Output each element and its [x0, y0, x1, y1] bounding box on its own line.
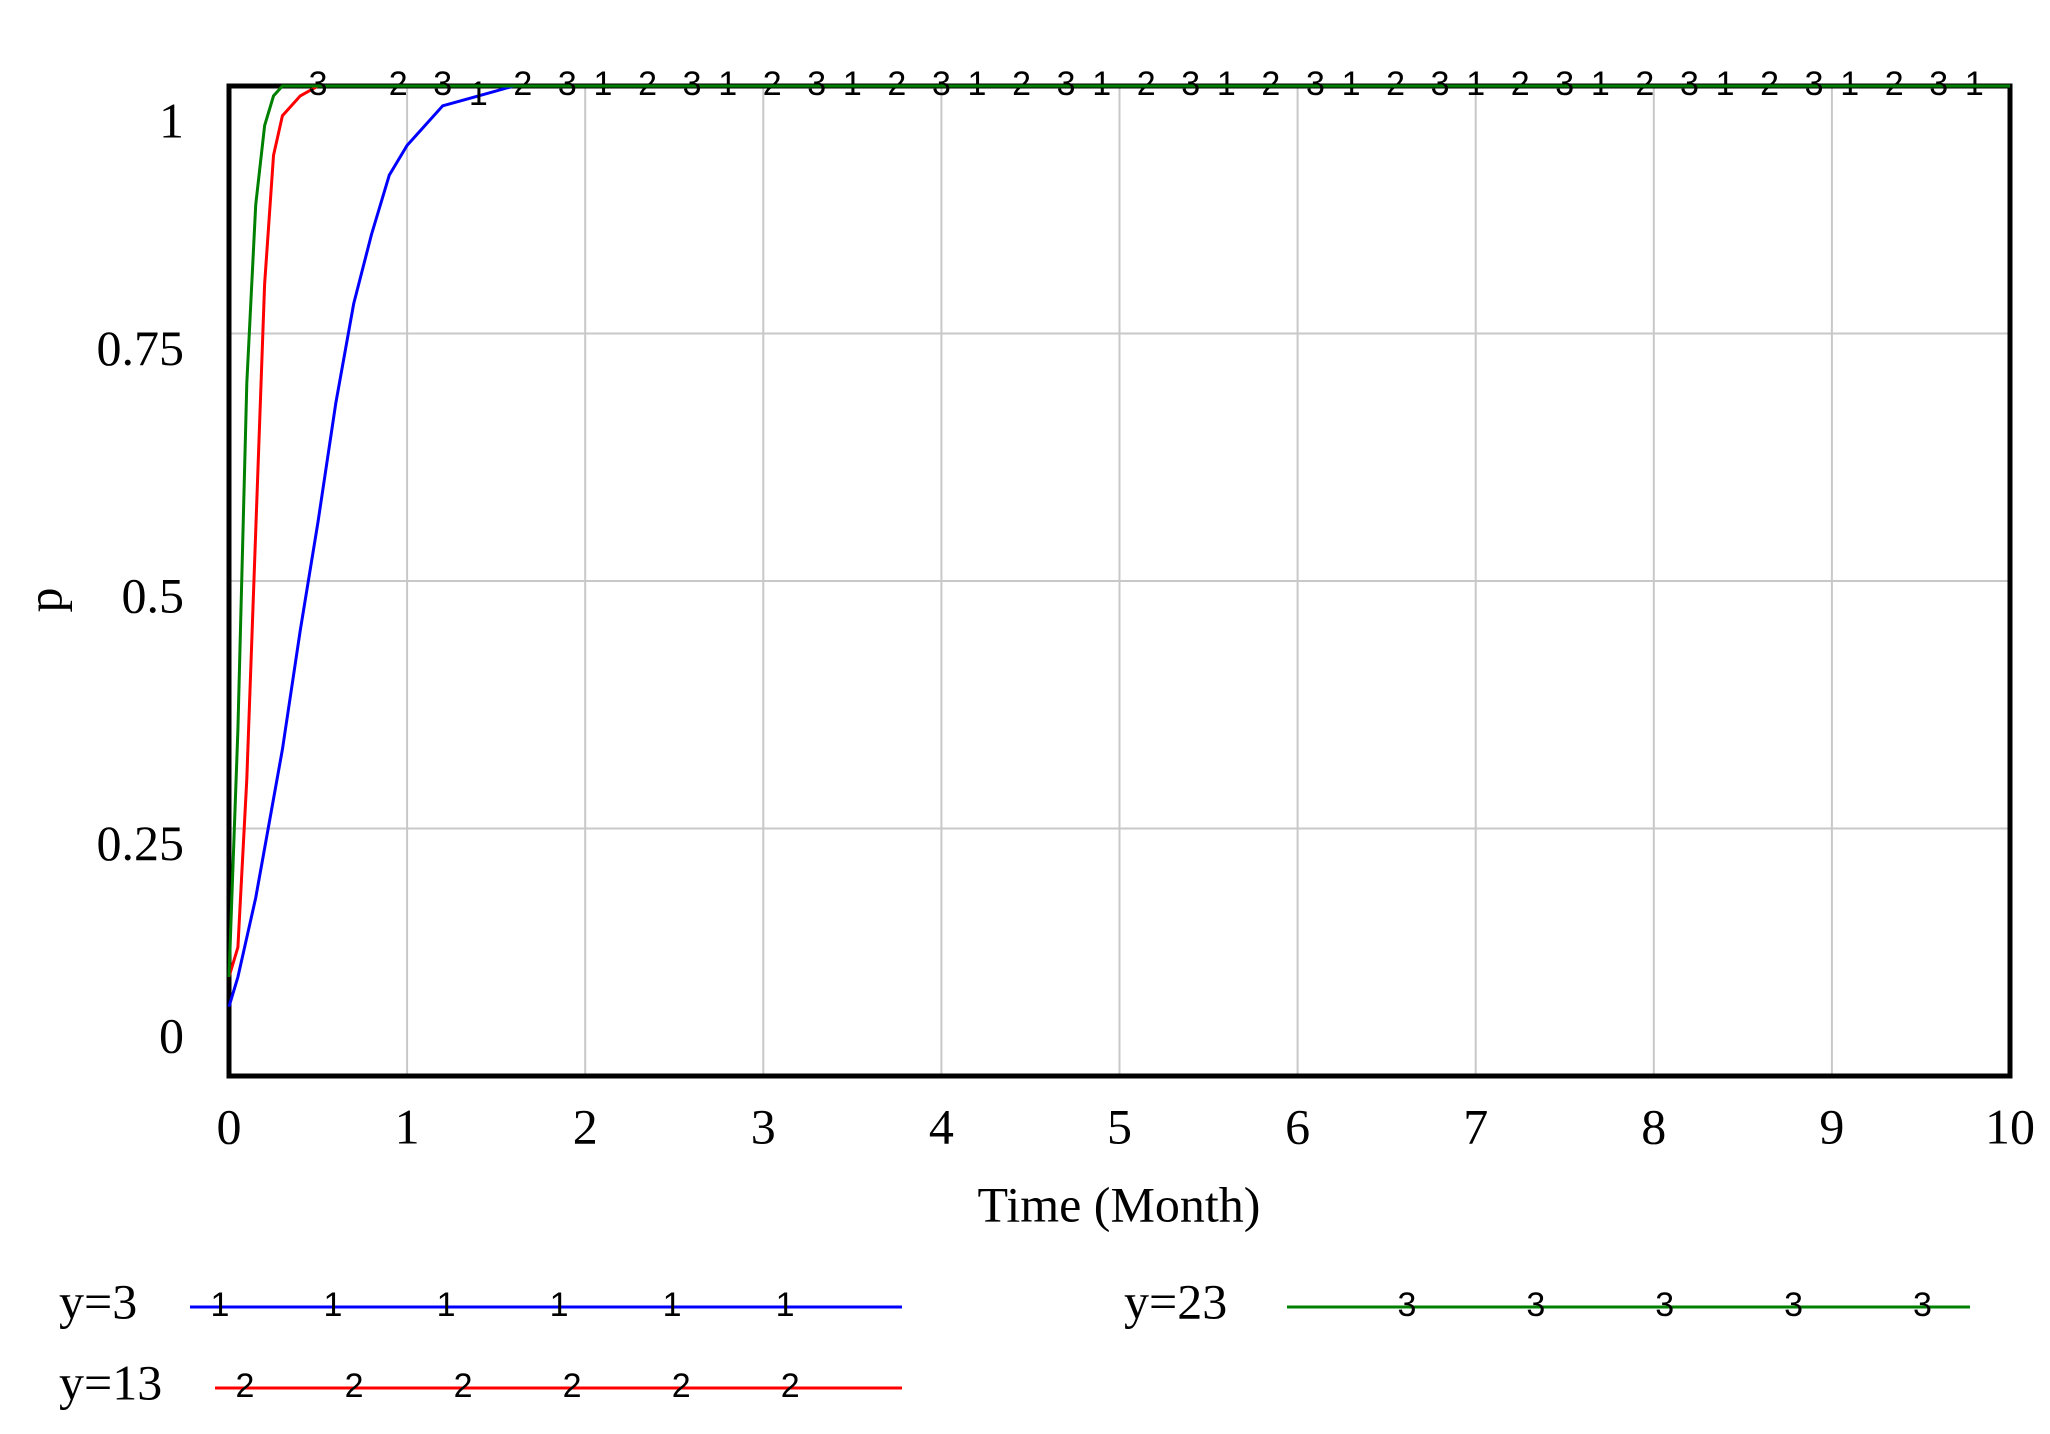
series-marker: 2 [1137, 65, 1156, 103]
series-marker: 1 [469, 75, 488, 113]
legend-marker: 3 [1655, 1286, 1674, 1324]
series-marker: 3 [433, 65, 452, 103]
series-marker: 2 [513, 65, 532, 103]
legend-marker: 2 [563, 1367, 582, 1405]
series-marker: 1 [1342, 65, 1361, 103]
x-tick-label: 1 [395, 1098, 420, 1154]
series-marker: 2 [638, 65, 657, 103]
series-marker: 3 [309, 65, 328, 103]
series-marker: 1 [843, 65, 862, 103]
y-axis-label: p [16, 588, 72, 613]
series-marker: 1 [1965, 65, 1984, 103]
x-tick-label: 6 [1285, 1098, 1310, 1154]
legend-marker: 1 [437, 1286, 456, 1324]
series-marker: 2 [1012, 65, 1031, 103]
legend-marker: 1 [324, 1286, 343, 1324]
series-marker: 1 [1716, 65, 1735, 103]
series-marker: 3 [558, 65, 577, 103]
x-axis-label: Time (Month) [978, 1176, 1261, 1232]
series-marker: 1 [1466, 65, 1485, 103]
x-tick-label: 10 [1985, 1098, 2035, 1154]
series-marker: 2 [1261, 65, 1280, 103]
x-tick-label: 7 [1463, 1098, 1488, 1154]
series-marker: 2 [389, 65, 408, 103]
series-marker: 1 [968, 65, 987, 103]
series-marker: 2 [1885, 65, 1904, 103]
legend-marker: 1 [776, 1286, 795, 1324]
legend-marker: 2 [781, 1367, 800, 1405]
series-marker: 1 [718, 65, 737, 103]
legend-marker: 3 [1913, 1286, 1932, 1324]
series-marker: 2 [887, 65, 906, 103]
series-line [227, 84, 2010, 978]
x-tick-label: 0 [217, 1098, 242, 1154]
series-marker: 2 [1511, 65, 1530, 103]
series-marker: 1 [594, 65, 613, 103]
legend-marker: 2 [454, 1367, 473, 1405]
legend-marker: 3 [1784, 1286, 1803, 1324]
x-tick-label: 2 [573, 1098, 598, 1154]
legend-marker: 1 [550, 1286, 569, 1324]
series-marker: 1 [1092, 65, 1111, 103]
series-marker: 3 [683, 65, 702, 103]
series-marker: 2 [1760, 65, 1779, 103]
legend-marker: 2 [236, 1367, 255, 1405]
x-tick-label: 5 [1107, 1098, 1132, 1154]
legend-marker: 2 [672, 1367, 691, 1405]
y-tick-label: 0.25 [97, 815, 185, 871]
series-marker: 3 [1306, 65, 1325, 103]
legend-marker: 3 [1526, 1286, 1545, 1324]
legend-label: y=13 [59, 1354, 162, 1410]
series-marker: 1 [1591, 65, 1610, 103]
series-marker: 3 [1555, 65, 1574, 103]
series-marker: 2 [1386, 65, 1405, 103]
series-marker: 3 [1431, 65, 1450, 103]
x-tick-label: 4 [929, 1098, 954, 1154]
y-tick-label: 0.5 [122, 567, 185, 623]
series-marker: 3 [1181, 65, 1200, 103]
series-marker: 3 [1680, 65, 1699, 103]
series-marker: 3 [932, 65, 951, 103]
legend-marker: 3 [1398, 1286, 1417, 1324]
legend-marker: 1 [663, 1286, 682, 1324]
series-marker: 1 [1217, 65, 1236, 103]
legend-marker: 1 [211, 1286, 230, 1324]
x-tick-label: 9 [1819, 1098, 1844, 1154]
series-marker: 1 [1840, 65, 1859, 103]
legend-marker: 2 [345, 1367, 364, 1405]
series-marker: 3 [807, 65, 826, 103]
y-tick-label: 1 [159, 92, 184, 148]
series-marker: 3 [1805, 65, 1824, 103]
y-tick-label: 0.75 [97, 320, 185, 376]
series-marker: 3 [1929, 65, 1948, 103]
legend-label: y=3 [59, 1273, 137, 1329]
series-marker: 2 [763, 65, 782, 103]
y-tick-label: 0 [159, 1007, 184, 1063]
series-marker: 3 [1057, 65, 1076, 103]
series-marker: 2 [1635, 65, 1654, 103]
legend-label: y=23 [1124, 1273, 1227, 1329]
x-tick-label: 8 [1641, 1098, 1666, 1154]
x-tick-label: 3 [751, 1098, 776, 1154]
